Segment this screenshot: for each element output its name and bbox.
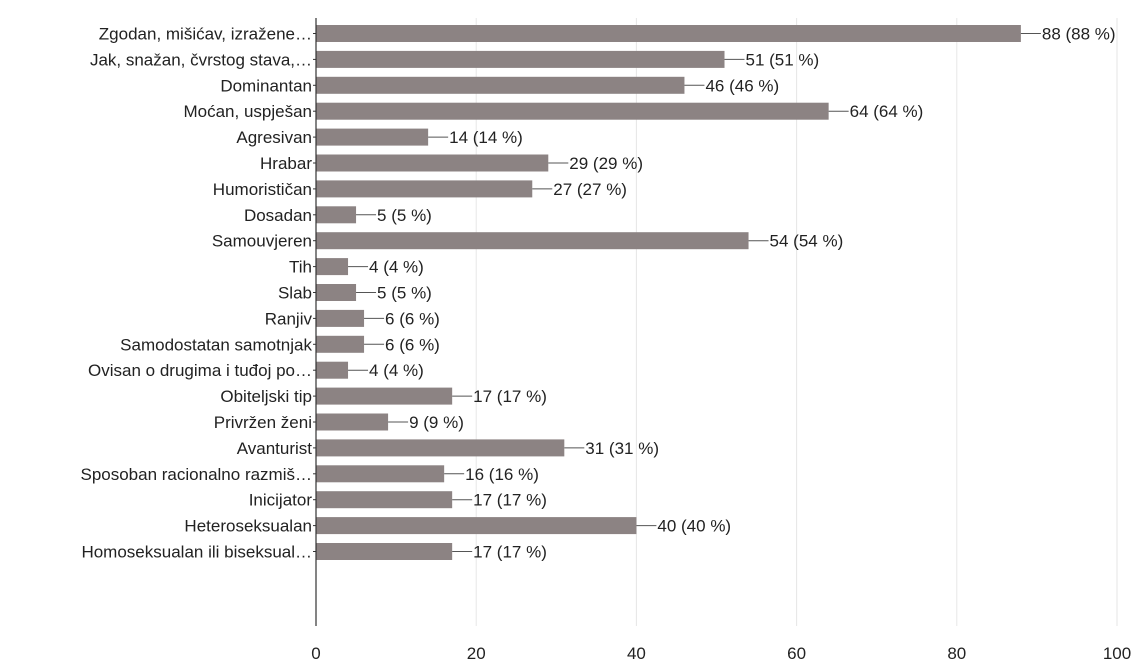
category-label: Agresivan: [236, 128, 312, 147]
data-labels: 88 (88 %) 51 (51 %) 46 (46 %) 64 (64 %) 14 (…: [348, 25, 1116, 562]
bar: [316, 76, 685, 94]
category-labels: Zgodan, mišićav, izražene… Jak, snažan, č…: [80, 25, 312, 562]
bar: [316, 491, 453, 509]
data-label: 6 (6 %): [385, 309, 440, 328]
data-label: 5 (5 %): [377, 206, 432, 225]
category-label: Jak, snažan, čvrstog stava,…: [90, 50, 312, 69]
bar: [316, 102, 829, 120]
data-label: 17 (17 %): [473, 387, 547, 406]
x-tick-label: 40: [627, 644, 646, 663]
bar: [316, 128, 429, 146]
y-axis: [313, 18, 317, 626]
data-label: 51 (51 %): [746, 50, 820, 69]
data-label: 54 (54 %): [770, 232, 844, 251]
category-label: Humorističan: [213, 180, 312, 199]
bar: [316, 284, 357, 301]
category-label: Obiteljski tip: [220, 387, 312, 406]
category-label: Samodostatan samotnjak: [120, 335, 312, 354]
bar: [316, 206, 357, 224]
data-label: 27 (27 %): [553, 180, 627, 199]
category-label: Moćan, uspješan: [183, 102, 312, 121]
category-label: Samouvjeren: [212, 232, 312, 251]
bar: [316, 543, 453, 560]
bar: [316, 465, 445, 483]
x-tick-label: 60: [787, 644, 806, 663]
category-label: Zgodan, mišićav, izražene…: [99, 25, 312, 44]
bar: [316, 25, 1021, 42]
bar: [316, 517, 637, 535]
category-label: Slab: [278, 284, 312, 303]
data-label: 40 (40 %): [657, 517, 731, 536]
category-label: Avanturist: [237, 439, 313, 458]
data-label: 88 (88 %): [1042, 25, 1116, 44]
category-label: Sposoban racionalno razmiš…: [80, 465, 312, 484]
category-label: Privržen ženi: [214, 413, 312, 432]
category-label: Inicijator: [249, 491, 313, 510]
bar: [316, 154, 549, 172]
bar: [316, 180, 533, 198]
data-label: 64 (64 %): [850, 102, 924, 121]
bar: [316, 439, 565, 457]
bar: [316, 361, 349, 379]
category-label: Hrabar: [260, 154, 312, 173]
x-tick-labels: 0 20 40 60 80 100: [311, 644, 1131, 663]
data-label: 4 (4 %): [369, 361, 424, 380]
category-label: Homoseksualan ili biseksual…: [81, 543, 312, 562]
category-label: Heteroseksualan: [184, 517, 312, 536]
data-label: 6 (6 %): [385, 335, 440, 354]
data-label: 5 (5 %): [377, 284, 432, 303]
x-tick-label: 0: [311, 644, 320, 663]
data-label: 17 (17 %): [473, 491, 547, 510]
category-label: Ovisan o drugima i tuđoj po…: [88, 361, 312, 380]
data-label: 14 (14 %): [449, 128, 523, 147]
x-tick-label: 100: [1103, 644, 1131, 663]
bar: [316, 413, 389, 431]
bar: [316, 387, 453, 405]
bar: [316, 258, 349, 276]
category-label: Dosadan: [244, 206, 312, 225]
category-label: Tih: [289, 258, 312, 277]
category-label: Dominantan: [220, 76, 312, 95]
bar: [316, 309, 365, 327]
bars: [316, 25, 1021, 560]
data-label: 17 (17 %): [473, 543, 547, 562]
category-label: Ranjiv: [265, 309, 313, 328]
data-label: 16 (16 %): [465, 465, 539, 484]
bar: [316, 50, 725, 68]
data-label: 46 (46 %): [705, 76, 779, 95]
data-label: 4 (4 %): [369, 258, 424, 277]
bar: [316, 335, 365, 353]
data-label: 31 (31 %): [585, 439, 659, 458]
x-tick-label: 80: [947, 644, 966, 663]
bar: [316, 232, 749, 250]
data-label: 29 (29 %): [569, 154, 643, 173]
x-tick-label: 20: [467, 644, 486, 663]
data-label: 9 (9 %): [409, 413, 464, 432]
